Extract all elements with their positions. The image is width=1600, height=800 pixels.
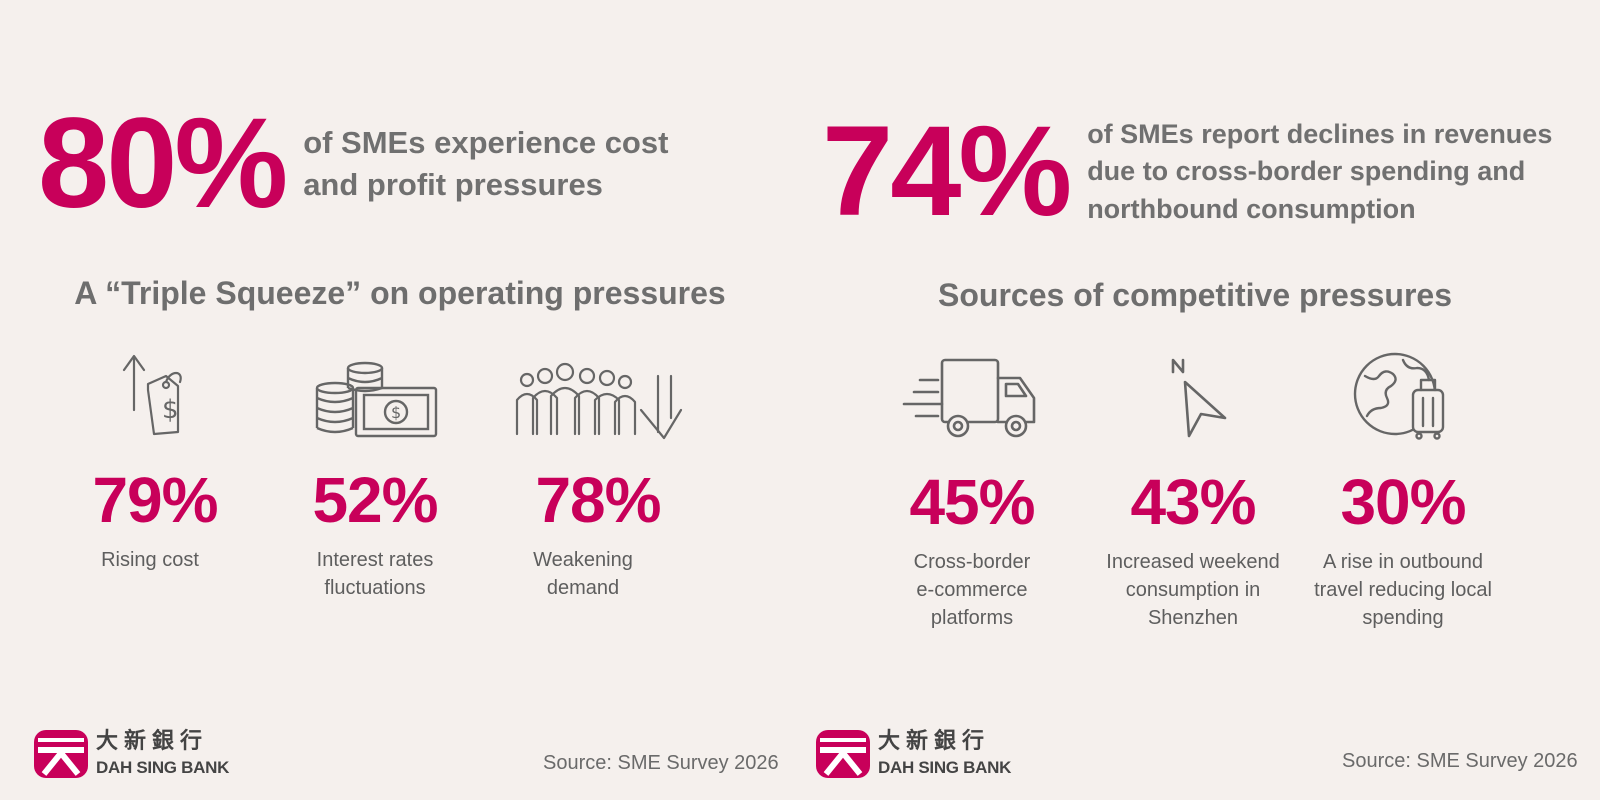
stat-percentage: 43% [1130,466,1256,538]
section-title: Sources of competitive pressures [938,277,1452,313]
stat-percentage: 30% [1340,466,1466,538]
bank-logo-mark-icon [816,730,870,778]
stat-percentage: 45% [909,466,1035,538]
crowd-down-icon [498,350,698,440]
stat-rising-cost: $ 79% Rising cost [55,350,255,574]
headline-right: 74% of SMEs report declines in revenues … [822,108,1552,236]
coins-cash-icon: $ [275,350,475,440]
stat-label: Rising cost [101,549,199,571]
stat-label: A rise in outbound travel reducing local… [1314,551,1492,629]
stat-outbound-travel: 30% A rise in outbound travel reducing l… [1303,352,1503,632]
headline-percentage: 74% [822,100,1072,243]
right-panel: 74% of SMEs report declines in revenues … [800,0,1600,800]
stat-label: Cross-border e-commerce platforms [913,551,1031,629]
stat-percentage: 78% [535,464,661,536]
stat-percentage: 79% [92,464,218,536]
price-tag-up-icon: $ [55,350,255,440]
headline-text: of SMEs report declines in revenues due … [1087,119,1553,224]
stat-cross-border-ecommerce: 45% Cross-border e-commerce platforms [872,352,1072,632]
logo-english-name: DAH SING BANK [878,758,1012,777]
svg-text:$: $ [162,395,179,425]
section-title: A “Triple Squeeze” on operating pressure… [74,275,726,311]
stat-weekend-consumption: 43% Increased weekend consumption in She… [1093,352,1293,632]
stat-label: Weakening demand [533,549,633,599]
north-arrow-icon [1093,352,1293,442]
stat-interest-rates: $ 52% Interest rates fluctuations [275,350,475,602]
left-panel: 80% of SMEs experience cost and profit p… [34,100,779,778]
headline-percentage: 80% [38,92,288,235]
globe-luggage-icon [1303,352,1503,442]
headline-left: 80% of SMEs experience cost and profit p… [38,100,668,228]
logo-english-name: DAH SING BANK [96,758,230,777]
stat-weakening-demand: 78% Weakening demand [498,350,698,602]
headline-text: of SMEs experience cost and profit press… [303,125,669,202]
logo-chinese-name: 大新銀行 [878,728,991,753]
bank-logo: 大新銀行 DAH SING BANK [34,730,229,778]
stat-label: Interest rates fluctuations [316,549,434,599]
bank-logo: 大新銀行 DAH SING BANK [816,730,1011,778]
stat-label: Increased weekend consumption in Shenzhe… [1106,551,1280,629]
source-note: Source: SME Survey 2026 [1342,750,1578,772]
logo-chinese-name: 大新銀行 [96,728,209,753]
stat-percentage: 52% [312,464,438,536]
svg-text:$: $ [391,403,401,422]
bank-logo-mark-icon [34,730,88,778]
source-note: Source: SME Survey 2026 [543,752,779,774]
delivery-truck-icon [872,352,1072,442]
